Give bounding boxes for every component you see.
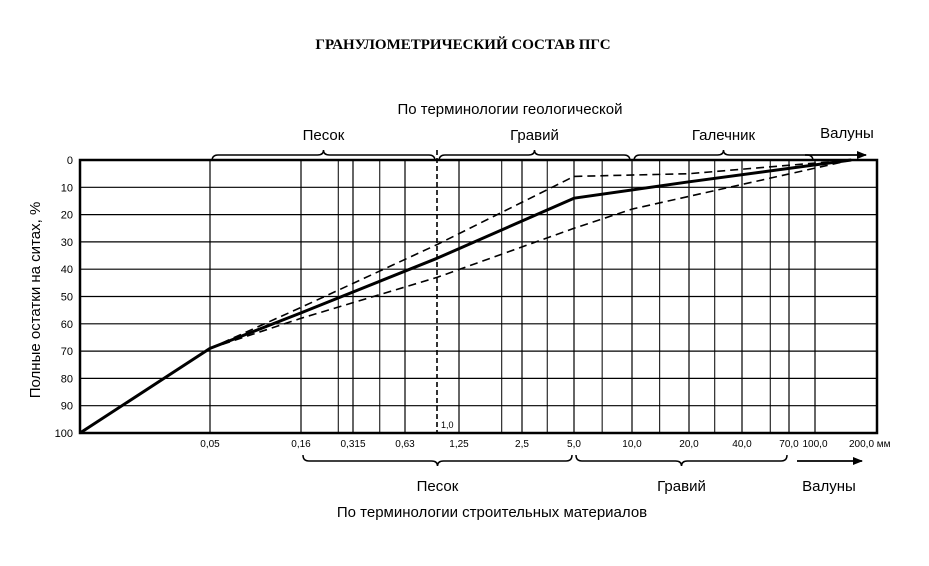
class-brackets — [211, 149, 867, 467]
grid — [78, 150, 879, 435]
y-tick-label: 90 — [61, 401, 73, 413]
construction-class-label: Гравий — [657, 478, 706, 495]
y-tick-label: 50 — [61, 292, 73, 304]
y-tick-label: 20 — [61, 210, 73, 222]
x-tick-label: 2,5 — [515, 439, 529, 450]
y-tick-label: 60 — [61, 319, 73, 331]
class-brace — [302, 454, 573, 467]
construction-class-label: Песок — [417, 478, 459, 495]
grading-curves — [79, 158, 852, 435]
x-tick-label: 10,0 — [622, 439, 642, 450]
y-tick-label: 70 — [61, 346, 73, 358]
class-brace — [211, 149, 436, 162]
y-axis-label: Полные остатки на ситах, % — [27, 202, 44, 399]
marker-label: 1,0 — [441, 420, 454, 430]
x-tick-label: 0,16 — [291, 439, 311, 450]
plot-frame — [78, 158, 879, 435]
x-tick-label: 100,0 — [802, 439, 827, 450]
y-tick-label: 30 — [61, 237, 73, 249]
grading-curve-dashed — [209, 159, 852, 350]
grading-curve-dashed — [209, 159, 852, 350]
bottom-caption: По терминологии строительных материалов — [337, 504, 647, 521]
chart-title: ГРАНУЛОМЕТРИЧЕСКИЙ СОСТАВ ПГС — [315, 36, 610, 53]
y-tick-label: 100 — [55, 428, 73, 440]
x-tick-label: 200,0 мм — [849, 439, 891, 450]
y-tick-label: 40 — [61, 264, 73, 276]
y-tick-label: 10 — [61, 182, 73, 194]
x-tick-label: 40,0 — [732, 439, 752, 450]
top-caption: По терминологии геологической — [397, 101, 622, 118]
x-tick-label: 70,0 — [779, 439, 799, 450]
y-tick-label: 0 — [67, 155, 73, 167]
x-tick-label: 5,0 — [567, 439, 581, 450]
class-brace — [575, 454, 788, 467]
geological-class-label: Валуны — [820, 125, 874, 142]
geological-class-label: Галечник — [692, 127, 756, 144]
x-tick-label: 0,05 — [200, 439, 220, 450]
x-tick-label: 0,63 — [395, 439, 415, 450]
y-tick-label: 80 — [61, 373, 73, 385]
x-tick-label: 0,315 — [340, 439, 365, 450]
geological-class-label: Гравий — [510, 127, 559, 144]
x-tick-label: 20,0 — [679, 439, 699, 450]
axis-labels: 0 10 20 30 40 50 60 70 80 90 100 1,0 0,05 0,16 0,315 0,… — [55, 125, 891, 495]
x-tick-label: 1,25 — [449, 439, 469, 450]
construction-class-label: Валуны — [802, 478, 856, 495]
class-brace — [438, 149, 631, 162]
geological-class-label: Песок — [303, 127, 345, 144]
